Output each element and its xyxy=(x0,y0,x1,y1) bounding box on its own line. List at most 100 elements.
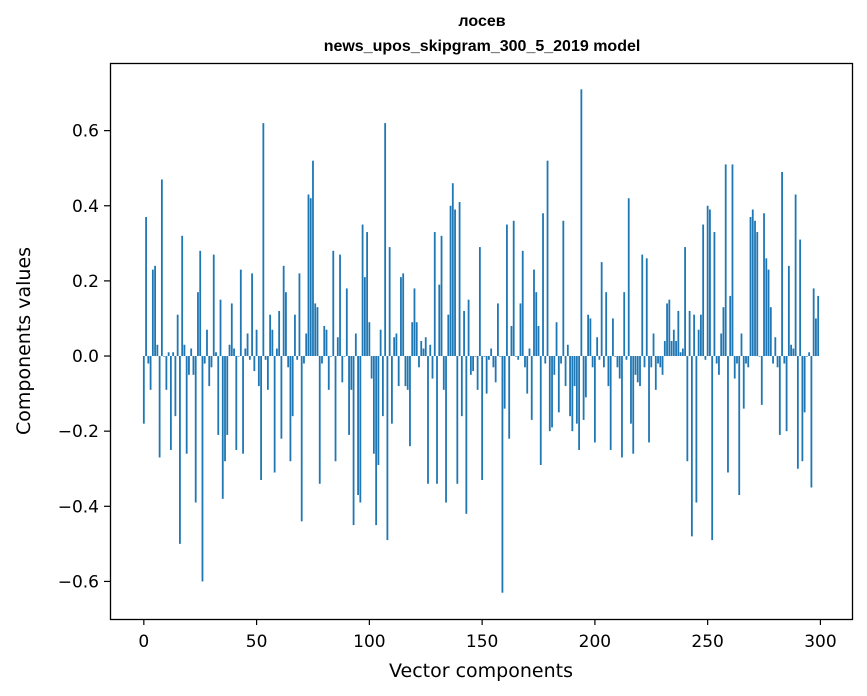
bar-249 xyxy=(704,356,707,360)
bar-255 xyxy=(718,356,720,375)
bar-6 xyxy=(156,344,159,357)
bar-157 xyxy=(497,303,499,357)
bar-180 xyxy=(548,356,551,432)
bar-256 xyxy=(720,333,723,357)
bar-260 xyxy=(729,295,732,357)
bar-88 xyxy=(341,356,344,383)
bar-98 xyxy=(363,277,366,357)
x-tick-label: 200 xyxy=(579,632,611,652)
bar-74 xyxy=(309,198,312,357)
bar-246 xyxy=(697,329,700,357)
bar-61 xyxy=(280,356,283,439)
x-axis-ticks: 0 50 100 150 200 250 300 xyxy=(138,619,837,652)
bar-137 xyxy=(451,183,454,357)
bar-174 xyxy=(535,292,538,357)
bar-140 xyxy=(458,202,461,357)
bar-160 xyxy=(503,356,506,409)
bar-39 xyxy=(230,303,233,357)
bar-17 xyxy=(181,235,184,357)
bar-50 xyxy=(255,329,258,357)
bar-92 xyxy=(350,356,353,390)
bar-75 xyxy=(312,160,314,357)
bar-21 xyxy=(190,348,193,357)
bar-207 xyxy=(609,356,612,450)
bar-193 xyxy=(578,356,580,450)
x-tick-label: 150 xyxy=(466,632,498,652)
bar-104 xyxy=(377,356,380,465)
bar-266 xyxy=(742,356,745,409)
bar-203 xyxy=(600,262,603,357)
bar-215 xyxy=(627,198,630,357)
bar-118 xyxy=(409,356,411,447)
bar-112 xyxy=(395,333,398,357)
bar-27 xyxy=(203,356,206,364)
bar-250 xyxy=(706,205,709,357)
bar-185 xyxy=(560,356,562,364)
bar-63 xyxy=(285,292,287,357)
bar-95 xyxy=(357,356,359,496)
bar-167 xyxy=(519,303,522,357)
bar-258 xyxy=(724,164,727,357)
bar-257 xyxy=(722,307,725,357)
bar-131 xyxy=(438,284,441,357)
bar-134 xyxy=(445,356,447,503)
bar-264 xyxy=(738,356,741,496)
bar-0 xyxy=(142,356,145,424)
bar-31 xyxy=(212,254,215,357)
bar-284 xyxy=(783,356,786,364)
bar-36 xyxy=(224,356,226,462)
bar-238 xyxy=(679,352,682,357)
bar-219 xyxy=(636,356,639,383)
bar-89 xyxy=(343,356,346,357)
y-tick-label: 0.2 xyxy=(72,272,99,292)
bar-69 xyxy=(298,273,301,357)
bar-199 xyxy=(591,356,594,368)
bar-125 xyxy=(424,337,427,357)
bar-37 xyxy=(226,356,229,435)
bar-127 xyxy=(429,344,432,357)
bar-239 xyxy=(681,348,684,357)
bar-184 xyxy=(557,356,560,413)
bar-35 xyxy=(221,356,224,499)
bar-48 xyxy=(251,273,253,357)
bar-268 xyxy=(747,356,750,368)
bar-146 xyxy=(472,356,474,372)
bar-47 xyxy=(248,356,251,360)
bar-28 xyxy=(206,329,208,357)
bar-189 xyxy=(569,356,571,417)
bar-270 xyxy=(751,209,754,357)
bar-115 xyxy=(402,273,405,357)
bar-205 xyxy=(605,292,608,357)
bar-165 xyxy=(515,356,517,357)
bar-275 xyxy=(763,213,765,357)
x-axis-label: Vector components xyxy=(389,660,573,682)
bar-280 xyxy=(774,337,777,357)
bar-292 xyxy=(801,356,804,462)
bar-144 xyxy=(467,299,470,357)
bar-110 xyxy=(391,356,393,424)
bar-158 xyxy=(499,356,502,357)
bar-108 xyxy=(386,356,389,541)
bar-298 xyxy=(815,318,817,357)
bar-65 xyxy=(289,356,292,462)
bar-68 xyxy=(296,356,299,360)
bar-241 xyxy=(686,356,689,462)
bar-229 xyxy=(659,356,662,368)
bar-147 xyxy=(474,356,477,357)
bar-195 xyxy=(582,356,585,420)
bar-211 xyxy=(618,356,621,379)
bar-236 xyxy=(675,341,677,357)
bar-97 xyxy=(361,224,364,357)
bar-54 xyxy=(264,356,267,360)
chart-title: лосев xyxy=(458,13,505,30)
bar-73 xyxy=(307,194,310,357)
bar-177 xyxy=(542,213,544,357)
bar-117 xyxy=(406,356,409,390)
bar-176 xyxy=(539,356,542,465)
bar-121 xyxy=(415,322,418,357)
bar-209 xyxy=(614,356,617,357)
bar-84 xyxy=(332,250,335,357)
bar-7 xyxy=(158,356,161,458)
y-tick-label: 0.6 xyxy=(72,122,99,142)
